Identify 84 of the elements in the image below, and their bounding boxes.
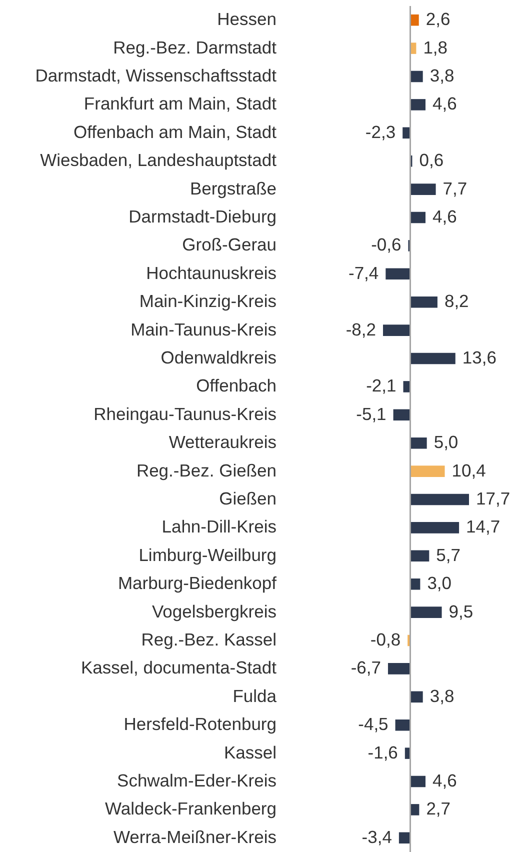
y-tick-label: Vogelsbergkreis	[152, 601, 277, 622]
data-label: 4,6	[432, 206, 457, 226]
bar	[410, 14, 419, 26]
data-label: 10,4	[452, 460, 486, 480]
y-tick-label: Odenwaldkreis	[160, 348, 277, 368]
bar	[410, 578, 420, 590]
y-tick-label: Fulda	[232, 686, 277, 706]
data-label: 3,8	[430, 686, 454, 706]
y-tick-label: Darmstadt-Dieburg	[128, 206, 276, 226]
data-label: 9,5	[448, 601, 474, 622]
data-label: 4,6	[432, 94, 457, 114]
data-label: 2,7	[426, 798, 451, 819]
y-tick-label: Lahn-Dill-Kreis	[162, 516, 277, 537]
y-tick-label: Kassel, documenta-Stadt	[80, 658, 277, 678]
y-tick-label: Main-Taunus-Kreis	[130, 319, 277, 340]
bar	[410, 804, 420, 816]
y-tick-label: Bergstraße	[190, 178, 276, 198]
bar	[410, 466, 445, 477]
y-tick-label: Rheingau-Taunus-Kreis	[94, 404, 277, 424]
data-label: -7,4	[348, 262, 379, 283]
bar	[386, 268, 410, 280]
data-label: 2,6	[426, 9, 450, 30]
bar	[410, 212, 426, 224]
y-tick-label: Hochtaunuskreis	[146, 262, 277, 283]
data-label: 5,0	[434, 432, 458, 452]
bar	[398, 832, 410, 844]
data-label: 3,0	[427, 573, 452, 594]
bar	[383, 324, 410, 336]
data-label: 13,6	[462, 348, 496, 368]
bar	[410, 70, 423, 82]
data-label: -2,3	[365, 122, 396, 142]
y-tick-label: Reg.-Bez. Darmstadt	[113, 37, 277, 58]
bar	[410, 522, 460, 534]
y-tick-label: Wiesbaden, Landeshauptstadt	[40, 150, 277, 170]
data-label: -6,7	[350, 658, 381, 678]
data-label: -0,6	[371, 234, 402, 255]
y-tick-label: Reg.-Bez. Gießen	[136, 460, 276, 480]
bar	[410, 691, 423, 703]
data-label: 17,7	[476, 488, 510, 508]
y-tick-label: Darmstadt, Wissenschaftsstadt	[35, 66, 277, 86]
data-label: 5,7	[436, 544, 460, 565]
data-label: 0,6	[419, 150, 444, 170]
data-label: 8,2	[444, 291, 469, 312]
data-label: -5,1	[356, 404, 386, 424]
data-label: -3,4	[362, 826, 392, 847]
y-tick-label: Offenbach am Main, Stadt	[74, 122, 277, 142]
y-tick-label: Main-Kinzig-Kreis	[139, 291, 277, 312]
y-tick-label: Groß-Gerau	[182, 234, 276, 255]
y-tick-label: Waldeck-Frankenberg	[104, 798, 276, 819]
y-tick-label: Offenbach	[196, 376, 276, 396]
bar	[410, 42, 416, 54]
data-label: -2,1	[366, 376, 396, 396]
bar	[395, 719, 410, 731]
data-label: 3,8	[430, 66, 454, 86]
bar	[410, 352, 456, 364]
data-label: 14,7	[466, 516, 500, 537]
bar	[410, 184, 436, 195]
data-label: 7,7	[442, 178, 468, 198]
y-tick-label: Hersfeld-Rotenburg	[124, 714, 276, 734]
bar	[410, 606, 442, 618]
y-tick-label: Hessen	[217, 9, 276, 30]
bar	[410, 99, 426, 110]
y-tick-label: Werra-Meißner-Kreis	[113, 826, 277, 847]
y-tick-label: Gießen	[219, 488, 276, 508]
data-label: 4,6	[432, 770, 457, 790]
data-label: 1,8	[423, 37, 448, 58]
data-label: -8,2	[346, 319, 376, 340]
bar	[410, 776, 426, 788]
data-label: -1,6	[368, 742, 398, 762]
y-tick-label: Wetteraukreis	[168, 432, 277, 452]
bar	[388, 663, 410, 674]
y-tick-label: Frankfurt am Main, Stadt	[84, 94, 277, 114]
bar	[410, 437, 427, 449]
bar	[410, 296, 438, 308]
y-tick-label: Reg.-Bez. Kassel	[141, 630, 276, 650]
y-tick-label: Marburg-Biedenkopf	[118, 573, 277, 594]
y-tick-label: Schwalm-Eder-Kreis	[117, 770, 277, 790]
data-label: -0,8	[370, 630, 401, 650]
bar	[410, 494, 469, 506]
bar	[393, 409, 410, 421]
bar	[410, 550, 430, 562]
y-tick-label: Kassel	[224, 742, 276, 762]
data-label: -4,5	[358, 714, 388, 734]
y-tick-label: Limburg-Weilburg	[138, 544, 276, 565]
